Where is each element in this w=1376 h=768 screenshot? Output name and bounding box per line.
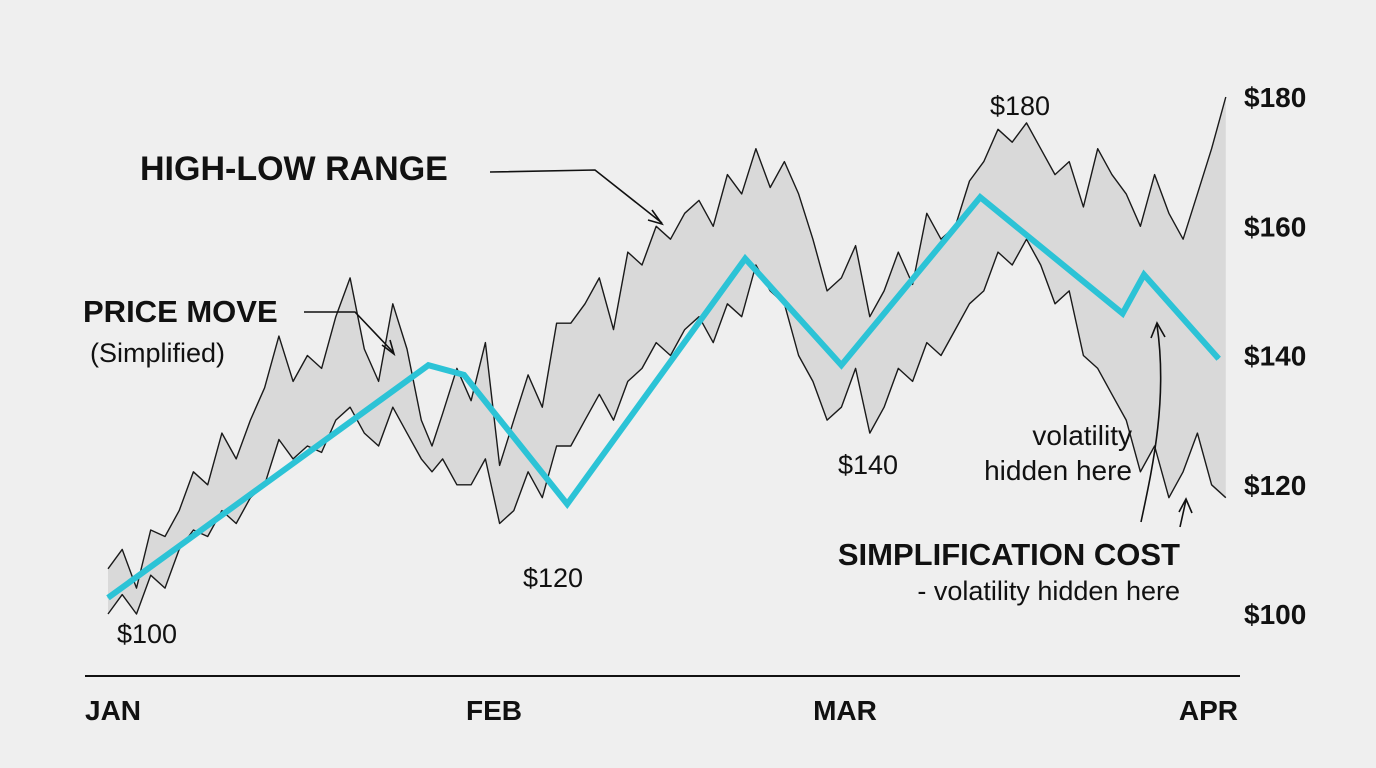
series-line-0 — [106, 192, 1221, 601]
arrowhead-high-low-range — [647, 209, 664, 226]
annotation-simplification-cost-sub: - volatility hidden here — [917, 576, 1180, 606]
annotation-volatility-sub: hidden here — [984, 455, 1132, 486]
y-tick-label-3: $160 — [1244, 211, 1306, 242]
point-label-mar-low: $140 — [838, 450, 898, 480]
range-wicks-layer — [107, 96, 1227, 615]
annotation-high-low-range: HIGH-LOW RANGE — [140, 150, 448, 188]
series-point-1 — [427, 364, 429, 366]
x-tick-label-apr: APR — [1179, 695, 1238, 726]
series-point-2 — [463, 374, 465, 376]
arrow-price-move — [304, 311, 394, 353]
series-point-0 — [107, 597, 109, 599]
y-tick-label-0: $100 — [1244, 599, 1306, 630]
high-low-range-band — [108, 97, 1226, 614]
x-tick-label-feb: FEB — [466, 695, 522, 726]
arrowhead-price-move — [381, 339, 396, 357]
series-point-6 — [979, 196, 981, 198]
price-line-layer — [106, 192, 1221, 601]
range-high-line — [107, 96, 1227, 589]
series-point-7 — [1122, 313, 1124, 314]
annotation-price-move: PRICE MOVE — [83, 294, 278, 329]
x-tick-label-jan: JAN — [85, 695, 141, 726]
arrow-high-low-range — [489, 169, 663, 224]
annotation-volatility: volatility — [1032, 420, 1132, 451]
annotation-price-move-sub: (Simplified) — [90, 338, 225, 368]
y-tick-label-2: $140 — [1244, 341, 1306, 372]
x-tick-labels: JAN FEB MAR APR — [85, 695, 1238, 726]
annotation-simplification-cost: SIMPLIFICATION COST — [838, 537, 1180, 572]
series-point-5 — [840, 364, 842, 366]
y-tick-label-1: $120 — [1244, 470, 1306, 501]
series-point-3 — [566, 503, 568, 505]
arrowhead-simplification-1 — [1150, 321, 1166, 339]
arrowhead-simplification-2 — [1178, 497, 1193, 514]
point-label-start: $100 — [117, 619, 177, 649]
series-point-4 — [744, 258, 746, 260]
y-tick-labels: $100 $120 $140 $160 $180 — [1244, 82, 1306, 630]
x-tick-label-mar: MAR — [813, 695, 877, 726]
range-low-line — [107, 238, 1227, 615]
series-point-9 — [1218, 358, 1220, 360]
series-point-8 — [1143, 274, 1145, 276]
point-label-feb-low: $120 — [523, 563, 583, 593]
range-band-layer — [108, 97, 1226, 614]
point-label-peak: $180 — [990, 91, 1050, 121]
arrow-simplification-2 — [1179, 499, 1187, 528]
y-tick-label-4: $180 — [1244, 82, 1306, 113]
arrow-simplification-1 — [1140, 324, 1162, 523]
